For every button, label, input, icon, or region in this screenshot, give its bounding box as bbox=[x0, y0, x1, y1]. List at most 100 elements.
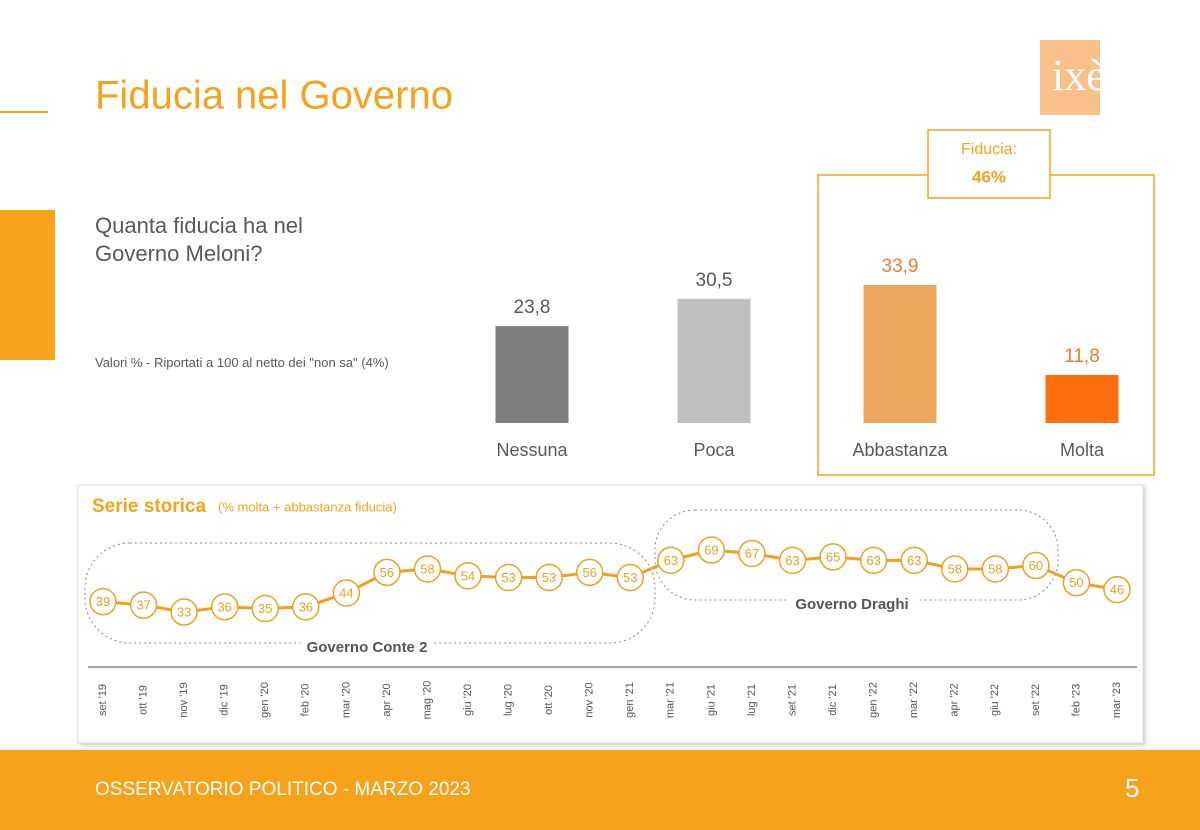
logo: ixè bbox=[1052, 51, 1106, 100]
x-tick-label: mag '20 bbox=[421, 681, 433, 720]
point bbox=[575, 558, 604, 587]
x-tick-label: mar '21 bbox=[665, 682, 677, 718]
x-tick-label: nov '20 bbox=[584, 682, 596, 717]
x-tick-label: nov '19 bbox=[178, 682, 190, 717]
x-tick-label: giu '21 bbox=[705, 684, 717, 716]
region-label: Governo Draghi bbox=[795, 596, 908, 613]
point bbox=[819, 543, 847, 571]
point-label: 58 bbox=[988, 561, 1002, 576]
point bbox=[210, 593, 239, 621]
fiducia-box bbox=[927, 129, 1051, 199]
x-tick-label: giu '20 bbox=[462, 684, 474, 716]
point-label: 67 bbox=[745, 546, 759, 561]
point bbox=[738, 539, 766, 568]
x-tick-label: apr '22 bbox=[949, 683, 961, 716]
point bbox=[1062, 568, 1091, 597]
point bbox=[1022, 551, 1050, 580]
x-tick-label: feb '20 bbox=[300, 684, 312, 717]
point-label: 36 bbox=[299, 599, 313, 614]
point-label: 54 bbox=[461, 568, 475, 583]
point bbox=[697, 536, 726, 564]
point-label: 37 bbox=[136, 598, 150, 613]
point bbox=[251, 594, 279, 623]
logo-box bbox=[1040, 40, 1100, 115]
point-label: 58 bbox=[420, 561, 434, 576]
point bbox=[494, 563, 523, 592]
point-label: 56 bbox=[582, 565, 596, 580]
series-title: Serie storica bbox=[92, 496, 206, 517]
x-tick-label: apr '20 bbox=[381, 683, 393, 716]
fiducia-value: 46% bbox=[972, 167, 1006, 186]
x-tick-label: set '21 bbox=[786, 684, 798, 716]
point-label: 63 bbox=[664, 553, 678, 568]
x-tick-label: set '22 bbox=[1030, 684, 1042, 716]
accent-block bbox=[0, 210, 55, 360]
point-label: 44 bbox=[339, 585, 353, 600]
point-label: 35 bbox=[258, 601, 272, 616]
point bbox=[859, 546, 888, 575]
point bbox=[657, 546, 685, 575]
point-label: 65 bbox=[826, 549, 840, 564]
point bbox=[373, 558, 401, 587]
category-label: Poca bbox=[693, 440, 735, 460]
bar bbox=[863, 285, 937, 423]
x-tick-label: giu '22 bbox=[989, 684, 1001, 716]
point-label: 46 bbox=[1110, 582, 1124, 597]
point bbox=[413, 555, 442, 583]
bar bbox=[677, 298, 751, 423]
series-panel bbox=[77, 484, 1144, 744]
bar-title: Quanta fiducia ha nel Governo Meloni? bbox=[95, 213, 303, 266]
point bbox=[89, 587, 117, 616]
x-tick-label: gen '22 bbox=[868, 682, 880, 718]
value-label: 23,8 bbox=[514, 297, 551, 318]
point bbox=[900, 546, 928, 575]
point bbox=[1103, 575, 1131, 604]
x-tick-label: dic '19 bbox=[219, 684, 231, 715]
x-tick-label: set '19 bbox=[97, 684, 109, 716]
point-label: 63 bbox=[907, 553, 921, 568]
series-subtitle: (% molta + abbastanza fiducia) bbox=[218, 499, 397, 514]
point-label: 53 bbox=[623, 570, 637, 585]
category-label: Abbastanza bbox=[852, 440, 948, 460]
point-label: 36 bbox=[217, 599, 231, 614]
x-tick-label: mar '22 bbox=[908, 682, 920, 718]
point-label: 58 bbox=[948, 561, 962, 576]
point-label: 39 bbox=[96, 594, 110, 609]
point bbox=[535, 563, 563, 592]
point-label: 56 bbox=[380, 565, 394, 580]
draghi-region bbox=[654, 509, 1059, 601]
value-label: 33,9 bbox=[882, 256, 919, 277]
x-tick-label: gen '21 bbox=[624, 682, 636, 718]
point bbox=[941, 555, 969, 583]
category-label: Nessuna bbox=[496, 440, 568, 460]
bar bbox=[1045, 374, 1119, 423]
point-label: 50 bbox=[1069, 575, 1083, 590]
point-label: 60 bbox=[1029, 558, 1043, 573]
point-label: 33 bbox=[177, 604, 191, 619]
point bbox=[778, 546, 807, 575]
point bbox=[292, 593, 320, 621]
value-label: 11,8 bbox=[1064, 346, 1100, 367]
point-label: 53 bbox=[542, 570, 556, 585]
bar bbox=[495, 326, 569, 423]
point bbox=[616, 563, 645, 592]
x-tick-label: mar '20 bbox=[340, 682, 352, 718]
x-tick-label: lug '20 bbox=[503, 684, 515, 716]
x-tick-label: feb '23 bbox=[1070, 684, 1082, 717]
x-tick-label: dic '21 bbox=[827, 684, 839, 715]
x-tick-label: gen '20 bbox=[259, 682, 271, 718]
bar-subtitle: Valori % - Riportati a 100 al netto dei … bbox=[95, 355, 389, 370]
point bbox=[170, 598, 198, 626]
point-label: 63 bbox=[785, 553, 799, 568]
footer-text: OSSERVATORIO POLITICO - MARZO 2023 bbox=[95, 779, 471, 800]
region-label: Governo Conte 2 bbox=[307, 639, 428, 656]
page-title: Fiducia nel Governo bbox=[95, 74, 453, 118]
value-label: 30,5 bbox=[696, 270, 733, 291]
footer-band bbox=[0, 750, 1200, 830]
label-bg bbox=[786, 595, 918, 615]
x-tick-label: mar '23 bbox=[1111, 682, 1123, 718]
category-label: Molta bbox=[1060, 440, 1105, 460]
point bbox=[981, 555, 1010, 583]
